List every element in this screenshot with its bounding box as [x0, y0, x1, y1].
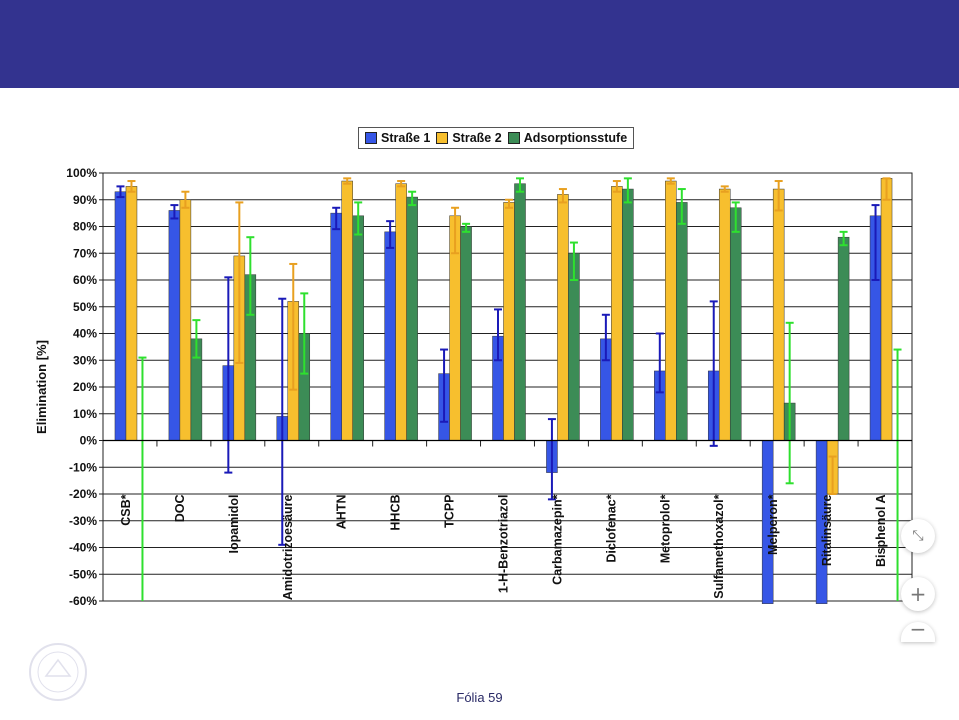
- bar: [772, 188, 785, 441]
- y-tick-label: 100%: [66, 166, 97, 180]
- x-category-label: Iopamidol: [227, 495, 241, 554]
- y-tick-label: -10%: [69, 460, 97, 474]
- bar: [503, 202, 515, 441]
- x-category-label: Carbamazepin*: [550, 494, 564, 584]
- university-seal-icon: [29, 643, 87, 701]
- y-axis-title: Elimination [%]: [34, 340, 49, 434]
- y-tick-label: 10%: [73, 407, 97, 421]
- header-bar: [0, 0, 959, 88]
- x-category-label: Bisphenol A: [874, 495, 888, 567]
- fullscreen-button[interactable]: ⤡: [901, 519, 935, 553]
- bar: [622, 188, 634, 441]
- chart-legend: Straße 1 Straße 2 Adsorptionsstufe: [358, 127, 635, 149]
- bar: [384, 231, 396, 441]
- chart-svg: -60% -50% -40% -30% -20% -10% 0% 10% 20% 30% 40% 50…: [34, 166, 913, 608]
- legend-item: Adsorptionsstufe: [507, 131, 628, 145]
- bar: [880, 178, 893, 441]
- bar: [330, 212, 342, 441]
- bar: [395, 183, 407, 441]
- bar: [352, 215, 364, 441]
- bar: [460, 226, 472, 441]
- bar: [557, 194, 569, 441]
- legend-swatch: [365, 132, 377, 144]
- x-category-label: Melperon*: [766, 494, 780, 555]
- x-category-label: DOC: [173, 495, 187, 523]
- bar: [568, 253, 580, 441]
- legend-item: Straße 1: [365, 131, 430, 145]
- x-category-label: HHCB: [389, 495, 403, 531]
- legend-label: Straße 2: [452, 131, 502, 145]
- zoom-in-button[interactable]: +: [901, 577, 935, 611]
- bar: [514, 183, 526, 441]
- legend-item: Straße 2: [436, 131, 502, 145]
- zoom-out-button[interactable]: −: [901, 622, 935, 642]
- x-category-label: TCPP: [443, 495, 457, 528]
- collapse-arrows-icon: ⤡: [912, 528, 924, 544]
- chart: -60% -50% -40% -30% -20% -10% 0% 10% 20% 30% 40% 50…: [0, 110, 959, 630]
- bar: [665, 180, 677, 441]
- bar: [341, 180, 353, 441]
- bar: [114, 191, 127, 441]
- slide-number: Fólia 59: [456, 690, 503, 705]
- bar: [406, 196, 418, 441]
- y-tick-label: -20%: [69, 487, 97, 501]
- bar: [729, 207, 742, 441]
- y-tick-label: 80%: [73, 220, 97, 234]
- y-tick-label: 90%: [73, 193, 97, 207]
- bar: [168, 210, 181, 441]
- x-category-label: 1-H-Benzotriazol: [497, 495, 511, 594]
- bar: [179, 199, 192, 441]
- x-category-label: Ritalinsäure: [820, 494, 834, 566]
- y-tick-label: 70%: [73, 246, 97, 260]
- legend-label: Straße 1: [381, 131, 431, 145]
- bar: [837, 236, 850, 441]
- bar: [125, 186, 138, 441]
- y-tick-label: -60%: [69, 594, 97, 608]
- y-tick-label: -50%: [69, 567, 97, 581]
- y-tick-label: 60%: [73, 273, 97, 287]
- y-tick-label: 30%: [73, 353, 97, 367]
- minus-icon: −: [909, 622, 927, 641]
- x-category-label: Sulfamethoxazol*: [712, 494, 726, 598]
- x-category-label: Metoprolol*: [658, 494, 672, 563]
- y-tick-label: 0%: [80, 434, 98, 448]
- plus-icon: +: [909, 582, 927, 606]
- y-tick-label: 50%: [73, 300, 97, 314]
- y-tick-label: 20%: [73, 380, 97, 394]
- bar: [611, 186, 623, 441]
- y-tick-label: -30%: [69, 514, 97, 528]
- legend-swatch: [507, 132, 520, 144]
- y-tick-label: 40%: [73, 327, 97, 341]
- x-category-label: Diclofenac*: [604, 494, 618, 562]
- legend-swatch: [436, 132, 449, 144]
- x-category-label: AHTN: [335, 495, 349, 530]
- y-tick-label: -40%: [69, 541, 97, 555]
- legend-label: Adsorptionsstufe: [523, 131, 628, 145]
- x-category-label: Amidotrizoesäure: [281, 494, 295, 600]
- bar: [676, 202, 688, 441]
- bar: [718, 188, 731, 441]
- x-category-label: CSB*: [119, 494, 133, 525]
